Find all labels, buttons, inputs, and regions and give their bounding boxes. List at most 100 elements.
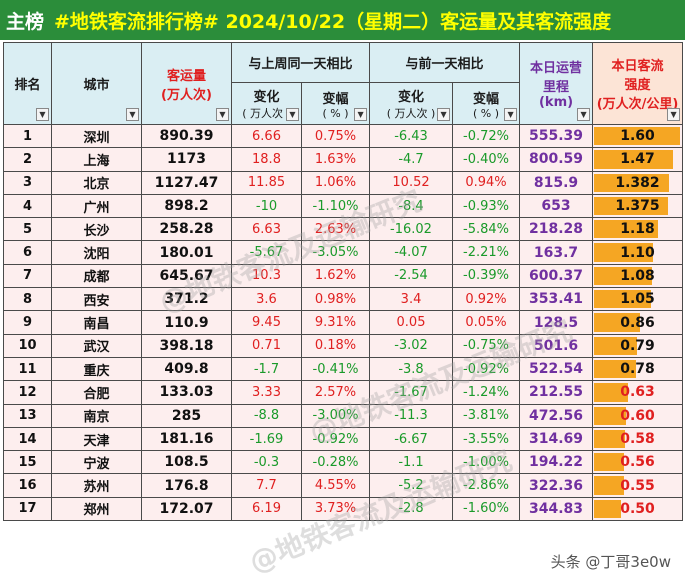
header-km[interactable]: 本日运营里程 (km) ▼ [519,42,594,125]
passengers-cell: 133.03 [141,380,232,405]
strength-bar [594,266,653,286]
day-change-cell: -8.4 [369,193,454,219]
strength-value: 1.382 [615,174,660,191]
table-row: 17 郑州 172.07 6.19 3.73% -2.8 -1.60% 344.83 0.50 [3,496,684,522]
header-city[interactable]: 城市 ▼ [51,42,142,125]
passengers-cell: 898.2 [141,193,232,219]
week-change-cell: 7.7 [231,473,302,498]
header-week-change[interactable]: 变化 ( 万人次 ) ▼ [231,82,302,125]
week-pct-cell: -3.00% [300,403,371,428]
day-change-cell: -2.54 [369,263,454,289]
filter-dropdown-icon[interactable]: ▼ [216,108,229,121]
day-change-cell: -11.3 [369,403,454,428]
day-pct-cell: -2.21% [452,240,521,265]
day-change-cell: -3.8 [369,356,454,382]
day-change-cell: -16.02 [369,217,454,242]
day-change-cell: -1.1 [369,450,454,475]
strength-bar [594,406,627,425]
strength-cell: 0.60 [592,403,684,428]
table-row: 6 沈阳 180.01 -5.67 -3.05% -4.07 -2.21% 163.7 1.10 [3,240,684,265]
km-cell: 653 [519,193,594,219]
strength-bar [594,453,625,472]
day-change-cell: -1.67 [369,380,454,405]
header-strength[interactable]: 本日客流强度 (万人次/公里) ▼ [592,42,684,125]
rank-cell: 14 [3,426,52,452]
header-week-pct[interactable]: 变幅 ( % ) ▼ [300,82,371,125]
filter-dropdown-icon[interactable]: ▼ [126,108,139,121]
rank-cell: 17 [3,496,52,522]
strength-value: 0.56 [620,454,655,471]
day-change-cell: 3.4 [369,287,454,312]
header-day-pct[interactable]: 变幅 ( % ) ▼ [452,82,521,125]
city-cell: 北京 [51,170,142,195]
week-change-cell: 6.19 [231,496,302,522]
city-cell: 成都 [51,263,142,289]
filter-dropdown-icon[interactable]: ▼ [667,108,681,121]
day-change-cell: -5.2 [369,473,454,498]
passengers-cell: 398.18 [141,333,232,358]
rank-cell: 10 [3,333,52,358]
km-cell: 322.36 [519,473,594,498]
strength-value: 0.86 [620,314,655,331]
rank-cell: 8 [3,287,52,312]
week-pct-cell: -0.41% [300,356,371,382]
day-pct-cell: -5.84% [452,217,521,242]
rank-cell: 15 [3,450,52,475]
header-day-change[interactable]: 变化 ( 万人次 ) ▼ [369,82,454,125]
header-rank[interactable]: 排名 ▼ [3,42,52,125]
table-row: 11 重庆 409.8 -1.7 -0.41% -3.8 -0.92% 522.54 0.78 [3,356,684,382]
city-cell: 郑州 [51,496,142,522]
day-pct-cell: 0.92% [452,287,521,312]
filter-dropdown-icon[interactable]: ▼ [504,108,518,121]
city-cell: 沈阳 [51,240,142,265]
rank-cell: 9 [3,310,52,335]
filter-dropdown-icon[interactable]: ▼ [36,108,49,121]
strength-bar [594,173,669,192]
filter-dropdown-icon[interactable]: ▼ [577,108,591,121]
passengers-cell: 285 [141,403,232,428]
city-cell: 广州 [51,193,142,219]
table-row: 14 天津 181.16 -1.69 -0.92% -6.67 -3.55% 314.69 0.… [3,426,684,452]
week-change-cell: 10.3 [231,263,302,289]
week-pct-cell: 9.31% [300,310,371,335]
week-change-cell: -10 [231,193,302,219]
km-cell: 555.39 [519,123,594,149]
strength-cell: 0.86 [592,310,684,335]
strength-cell: 0.78 [592,356,684,382]
strength-cell: 1.47 [592,147,684,172]
week-pct-cell: -0.92% [300,426,371,452]
filter-dropdown-icon[interactable]: ▼ [437,108,451,121]
table-row: 10 武汉 398.18 0.71 0.18% -3.02 -0.75% 501.6 0.79 [3,333,684,358]
km-cell: 194.22 [519,450,594,475]
week-change-cell: 18.8 [231,147,302,172]
day-change-cell: -6.43 [369,123,454,149]
strength-value: 0.78 [620,361,655,378]
km-cell: 218.28 [519,217,594,242]
week-change-cell: -0.3 [231,450,302,475]
city-cell: 宁波 [51,450,142,475]
strength-bar [594,150,674,169]
filter-dropdown-icon[interactable]: ▼ [286,108,299,121]
rank-cell: 2 [3,147,52,172]
strength-value: 0.60 [620,407,655,424]
day-change-cell: -6.67 [369,426,454,452]
day-change-cell: -3.02 [369,333,454,358]
strength-bar [594,243,654,262]
km-cell: 501.6 [519,333,594,358]
week-change-cell: 11.85 [231,170,302,195]
km-cell: 212.55 [519,380,594,405]
passengers-cell: 258.28 [141,217,232,242]
day-pct-cell: 0.05% [452,310,521,335]
strength-bar [594,383,629,402]
header-passengers[interactable]: 客运量 (万人次) ▼ [141,42,232,125]
km-cell: 815.9 [519,170,594,195]
week-pct-cell: 1.06% [300,170,371,195]
km-cell: 344.83 [519,496,594,522]
table-body: 1 深圳 890.39 6.66 0.75% -6.43 -0.72% 555.39 1.60 2… [3,123,684,522]
week-pct-cell: -0.28% [300,450,371,475]
day-change-cell: -2.8 [369,496,454,522]
filter-dropdown-icon[interactable]: ▼ [354,108,368,121]
strength-bar [594,313,641,332]
passengers-cell: 1173 [141,147,232,172]
passengers-cell: 645.67 [141,263,232,289]
